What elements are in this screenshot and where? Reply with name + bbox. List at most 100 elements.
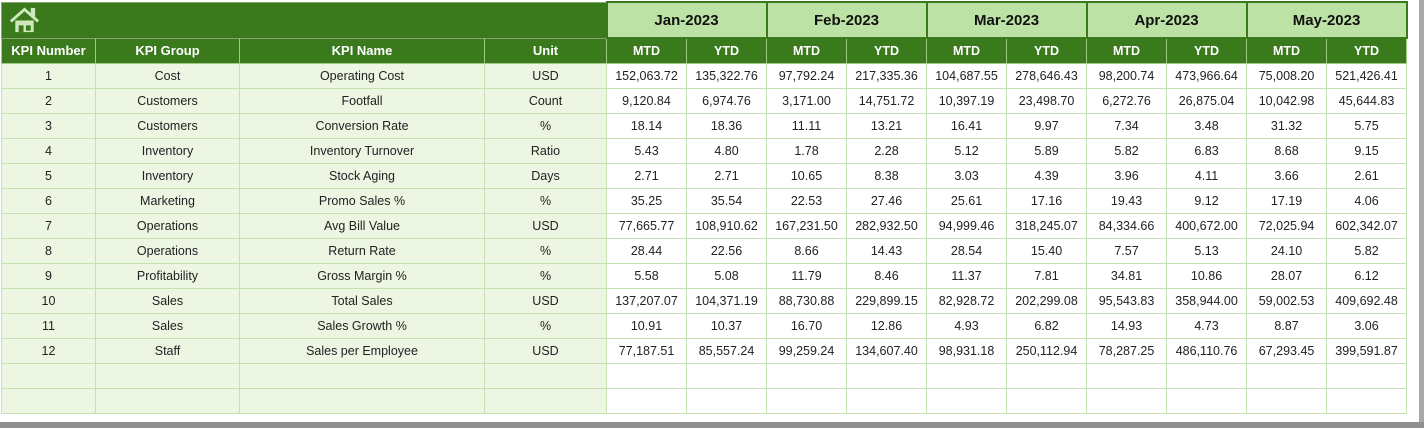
empty-cell[interactable] [1166,363,1248,389]
value-cell[interactable]: 14.93 [1086,313,1168,339]
value-cell[interactable]: 104,687.55 [926,63,1008,89]
value-cell[interactable]: 6.82 [1006,313,1088,339]
value-cell[interactable]: 6.83 [1166,138,1248,164]
value-cell[interactable]: 22.56 [686,238,767,264]
value-cell[interactable]: 152,063.72 [606,63,687,89]
home-cell[interactable] [1,1,607,39]
value-cell[interactable]: 7.34 [1086,113,1168,139]
subheader-ytd-feb-2023[interactable]: YTD [845,37,928,64]
value-cell[interactable]: 8.38 [845,163,928,189]
kpi-number-cell[interactable]: 4 [1,138,96,164]
value-cell[interactable]: 3,171.00 [766,88,847,114]
empty-cell[interactable] [686,363,767,389]
value-cell[interactable]: 94,999.46 [926,213,1008,239]
value-cell[interactable]: 14,751.72 [845,88,928,114]
kpi-name-cell[interactable]: Total Sales [239,288,485,314]
empty-cell[interactable] [1,363,96,389]
value-cell[interactable]: 25.61 [926,188,1008,214]
value-cell[interactable]: 202,299.08 [1006,288,1088,314]
kpi-name-cell[interactable]: Promo Sales % [239,188,485,214]
subheader-mtd-feb-2023[interactable]: MTD [766,37,847,64]
value-cell[interactable]: 1.78 [766,138,847,164]
kpi-group-cell[interactable]: Sales [95,313,240,339]
value-cell[interactable]: 3.96 [1086,163,1168,189]
unit-cell[interactable]: USD [484,213,607,239]
kpi-group-cell[interactable]: Operations [95,238,240,264]
value-cell[interactable]: 99,259.24 [766,338,847,364]
value-cell[interactable]: 2.71 [606,163,687,189]
kpi-number-cell[interactable]: 1 [1,63,96,89]
value-cell[interactable]: 3.66 [1246,163,1328,189]
column-header-kpi-name[interactable]: KPI Name [239,37,485,64]
column-header-kpi-group[interactable]: KPI Group [95,37,240,64]
subheader-ytd-apr-2023[interactable]: YTD [1166,37,1248,64]
kpi-number-cell[interactable]: 11 [1,313,96,339]
value-cell[interactable]: 4.73 [1166,313,1248,339]
value-cell[interactable]: 27.46 [845,188,928,214]
value-cell[interactable]: 3.06 [1326,313,1408,339]
empty-cell[interactable] [1006,363,1088,389]
value-cell[interactable]: 409,692.48 [1326,288,1408,314]
value-cell[interactable]: 104,371.19 [686,288,767,314]
empty-cell[interactable] [845,363,928,389]
kpi-name-cell[interactable]: Sales per Employee [239,338,485,364]
value-cell[interactable]: 4.80 [686,138,767,164]
value-cell[interactable]: 28.54 [926,238,1008,264]
value-cell[interactable]: 10.65 [766,163,847,189]
value-cell[interactable]: 16.70 [766,313,847,339]
empty-cell[interactable] [1246,388,1328,414]
value-cell[interactable]: 11.79 [766,263,847,289]
value-cell[interactable]: 82,928.72 [926,288,1008,314]
kpi-group-cell[interactable]: Profitability [95,263,240,289]
kpi-number-cell[interactable]: 9 [1,263,96,289]
kpi-name-cell[interactable]: Conversion Rate [239,113,485,139]
value-cell[interactable]: 17.19 [1246,188,1328,214]
value-cell[interactable]: 6,272.76 [1086,88,1168,114]
subheader-ytd-mar-2023[interactable]: YTD [1006,37,1088,64]
value-cell[interactable]: 10,397.19 [926,88,1008,114]
value-cell[interactable]: 11.37 [926,263,1008,289]
value-cell[interactable]: 167,231.50 [766,213,847,239]
unit-cell[interactable]: % [484,263,607,289]
kpi-number-cell[interactable]: 8 [1,238,96,264]
value-cell[interactable]: 521,426.41 [1326,63,1408,89]
value-cell[interactable]: 3.03 [926,163,1008,189]
subheader-mtd-apr-2023[interactable]: MTD [1086,37,1168,64]
value-cell[interactable]: 67,293.45 [1246,338,1328,364]
value-cell[interactable]: 85,557.24 [686,338,767,364]
column-header-kpi-number[interactable]: KPI Number [1,37,96,64]
value-cell[interactable]: 15.40 [1006,238,1088,264]
value-cell[interactable]: 11.11 [766,113,847,139]
value-cell[interactable]: 6.12 [1326,263,1408,289]
unit-cell[interactable]: Days [484,163,607,189]
value-cell[interactable]: 78,287.25 [1086,338,1168,364]
empty-cell[interactable] [926,363,1008,389]
value-cell[interactable]: 473,966.64 [1166,63,1248,89]
value-cell[interactable]: 5.13 [1166,238,1248,264]
kpi-name-cell[interactable]: Footfall [239,88,485,114]
kpi-number-cell[interactable]: 10 [1,288,96,314]
empty-cell[interactable] [239,363,485,389]
value-cell[interactable]: 28.07 [1246,263,1328,289]
kpi-group-cell[interactable]: Sales [95,288,240,314]
value-cell[interactable]: 7.57 [1086,238,1168,264]
unit-cell[interactable]: % [484,238,607,264]
value-cell[interactable]: 10.37 [686,313,767,339]
value-cell[interactable]: 2.28 [845,138,928,164]
kpi-number-cell[interactable]: 7 [1,213,96,239]
empty-cell[interactable] [926,388,1008,414]
value-cell[interactable]: 77,665.77 [606,213,687,239]
value-cell[interactable]: 59,002.53 [1246,288,1328,314]
value-cell[interactable]: 5.08 [686,263,767,289]
empty-cell[interactable] [686,388,767,414]
value-cell[interactable]: 98,931.18 [926,338,1008,364]
value-cell[interactable]: 35.25 [606,188,687,214]
value-cell[interactable]: 8.68 [1246,138,1328,164]
unit-cell[interactable]: USD [484,63,607,89]
empty-cell[interactable] [484,388,607,414]
value-cell[interactable]: 72,025.94 [1246,213,1328,239]
empty-cell[interactable] [606,363,687,389]
kpi-group-cell[interactable]: Inventory [95,138,240,164]
value-cell[interactable]: 134,607.40 [845,338,928,364]
value-cell[interactable]: 8.46 [845,263,928,289]
